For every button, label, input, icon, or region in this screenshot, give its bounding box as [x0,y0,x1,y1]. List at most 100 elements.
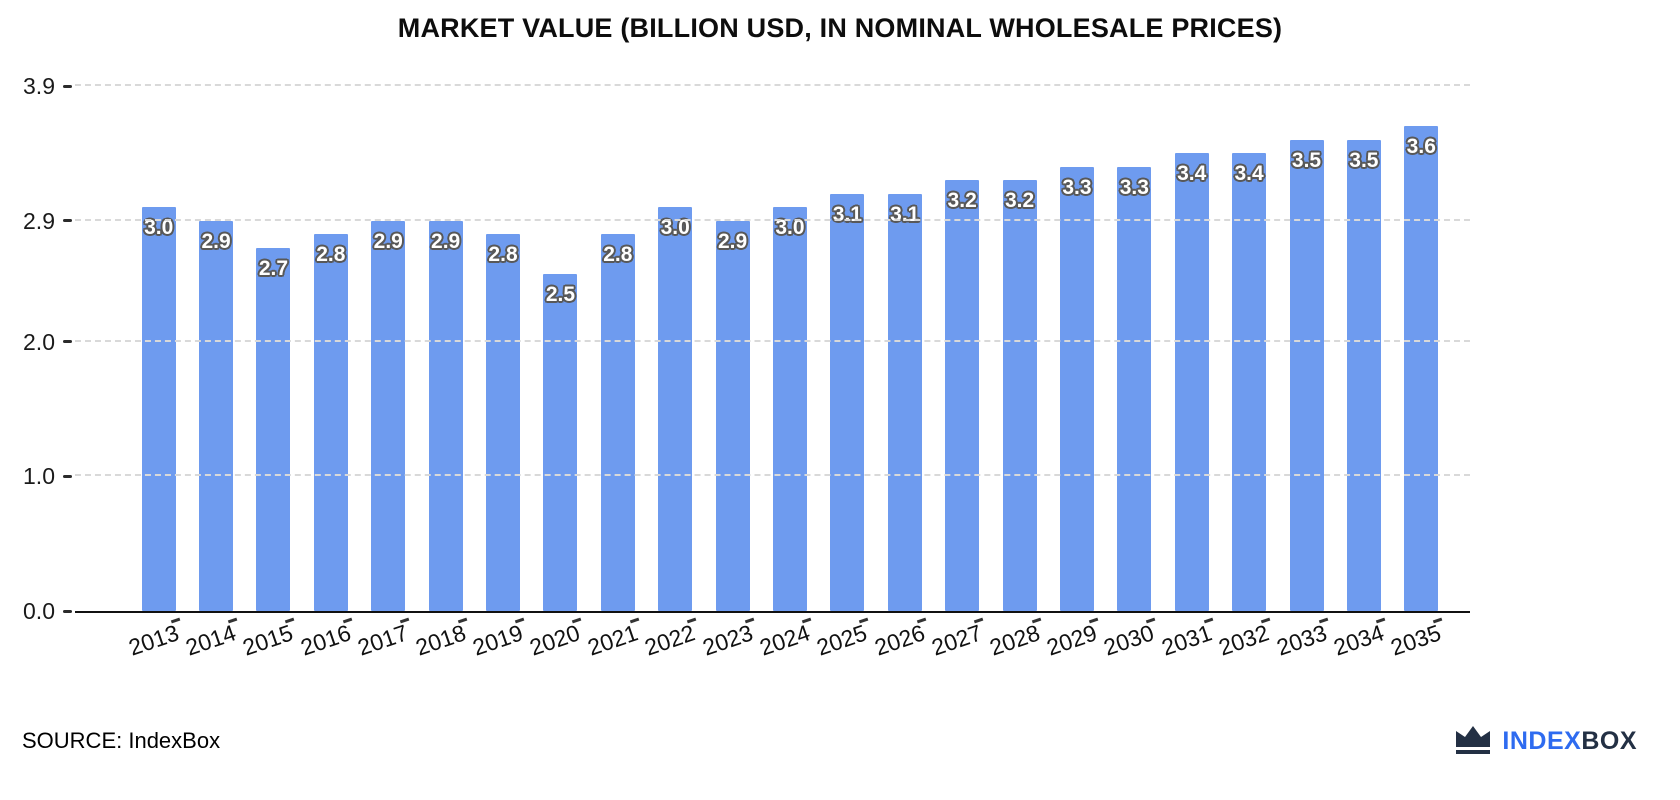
bar-slot-2035: 3.6 2035 [1388,88,1450,661]
y-tick-label: 2.9 [23,207,55,234]
bar-value-label: 2.8 [316,243,346,267]
x-tick-label: 2033 [1272,619,1330,661]
x-tick-label: 2029 [1043,619,1101,661]
bar-slot-2030: 3.3 2030 [1101,88,1163,661]
gridline [75,84,1470,86]
logo-text-index: INDEX [1502,726,1582,755]
footer: SOURCE: IndexBox INDEXBOX [22,724,1637,758]
bar-2030: 3.3 [1117,166,1152,611]
bar-2020: 2.5 [543,274,578,611]
bar-value-label: 3.2 [1004,189,1035,213]
bar-value-label: 2.8 [488,243,518,267]
bar-2023: 2.9 [715,220,750,611]
gridline [75,339,1470,342]
x-tick-label: 2017 [354,619,412,661]
bar-2029: 3.3 [1059,166,1094,611]
bar-slot-2017: 2.9 2017 [355,88,417,661]
x-tick-label: 2014 [182,619,240,661]
bar-value-label: 3.0 [775,216,805,240]
x-tick-label: 2035 [1387,619,1445,661]
bar-2025: 3.1 [830,193,865,611]
bar-2032: 3.4 [1232,153,1267,611]
bar-slot-2022: 3.0 2022 [641,88,704,661]
bar-2022: 3.0 [658,207,693,611]
x-tick-label: 2020 [526,619,584,661]
bar-slot-2031: 3.4 2031 [1158,88,1220,661]
bar-slot-2019: 2.8 2019 [469,88,531,661]
bar-2033: 3.5 [1289,139,1324,611]
bar-slot-2014: 2.9 2014 [182,88,244,661]
y-tick-mark [63,84,72,88]
x-tick-label: 2023 [698,619,756,661]
bar-value-label: 3.5 [1291,148,1322,172]
bar-value-label: 3.1 [832,202,862,226]
bar-2017: 2.9 [371,220,406,611]
y-tick-label: 2.0 [23,328,55,355]
x-tick-label: 2032 [1215,619,1273,661]
bar-slot-2029: 3.3 2029 [1043,88,1105,661]
x-tick-label: 2028 [985,619,1043,661]
x-tick-label: 2034 [1330,619,1388,661]
bar-slot-2032: 3.4 2032 [1215,88,1277,661]
x-tick-label: 2013 [124,619,182,661]
bar-value-label: 3.0 [144,216,174,240]
y-tick-mark [63,609,72,613]
bar-value-label: 3.1 [890,202,920,226]
x-tick-label: 2019 [469,619,527,661]
x-tick-label: 2026 [871,619,928,661]
gridline [75,474,1470,477]
bar-2021: 2.8 [600,234,635,611]
bar-value-label: 2.9 [373,229,403,253]
indexbox-logo: INDEXBOX [1453,724,1637,758]
bar-value-label: 2.8 [603,243,633,267]
indexbox-crown-icon [1456,726,1491,754]
x-tick-label: 2022 [641,619,699,661]
bar-2028: 3.2 [1002,180,1037,611]
bar-value-label: 3.6 [1406,135,1436,159]
bar-2018: 2.9 [428,220,463,611]
x-tick-label: 2030 [1100,619,1158,661]
bar-value-label: 3.2 [947,189,977,213]
bar-2015: 2.7 [256,247,291,611]
bar-slot-2033: 3.5 2033 [1273,88,1335,661]
bar-2014: 2.9 [199,220,234,611]
x-tick-label: 2018 [411,619,469,661]
x-tick-label: 2015 [239,619,297,661]
bar-slot-2024: 3.0 2024 [756,88,818,661]
y-tick-mark [63,474,72,478]
bar-2027: 3.2 [945,180,980,611]
bars-container: 3.0 2013 2.9 2014 2.7 2015 2.8 2016 2.9 2017 2.9 20… [125,88,1450,661]
bar-value-label: 2.9 [431,229,461,253]
x-tick-label: 2024 [756,619,814,661]
bar-slot-2034: 3.5 2034 [1330,88,1392,661]
y-tick-label: 0.0 [23,598,55,624]
bar-slot-2016: 2.8 2016 [297,88,359,661]
bar-value-label: 3.0 [660,216,690,240]
bar-2034: 3.5 [1346,139,1381,611]
bar-2019: 2.8 [486,234,521,611]
bar-2035: 3.6 [1404,126,1439,611]
logo-text-box: BOX [1581,726,1637,755]
bar-slot-2027: 3.2 2027 [928,88,990,661]
bar-slot-2023: 2.9 2023 [699,88,761,661]
bar-chart-plot-area: 3.0 2013 2.9 2014 2.7 2015 2.8 2016 2.9 2017 2.9 20… [23,73,1470,661]
bar-2026: 3.1 [887,193,922,611]
bar-value-label: 3.3 [1119,175,1149,199]
x-tick-label: 2027 [928,619,986,661]
bar-value-label: 3.4 [1177,162,1207,186]
bar-2013: 3.0 [141,207,176,611]
bar-slot-2021: 2.8 2021 [584,88,646,661]
x-tick-label: 2016 [297,619,355,661]
bar-slot-2026: 3.1 2026 [871,88,933,661]
bar-value-label: 2.9 [201,229,231,253]
indexbox-logo-text: INDEXBOX [1502,727,1637,756]
bar-value-label: 2.9 [717,229,748,253]
bar-slot-2018: 2.9 2018 [412,88,474,661]
bar-slot-2025: 3.1 2025 [814,88,876,661]
bar-2016: 2.8 [313,234,348,611]
bar-value-label: 2.7 [258,256,289,280]
x-tick-label: 2025 [813,619,871,661]
bar-slot-2015: 2.7 2015 [240,88,302,661]
gridline [75,218,1470,221]
bar-value-label: 3.3 [1062,175,1092,199]
